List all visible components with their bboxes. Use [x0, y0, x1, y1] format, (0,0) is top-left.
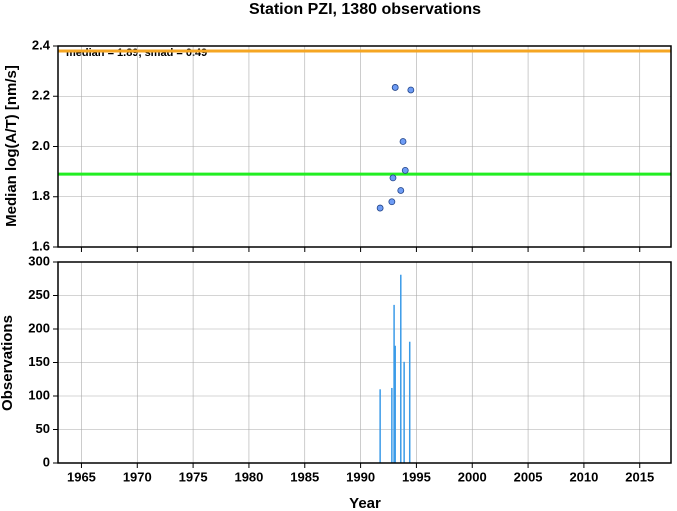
x-tick-label: 1965 [67, 469, 96, 484]
plot-frame [57, 261, 672, 464]
bar [393, 304, 395, 463]
point [407, 86, 415, 94]
y-axis-label: Median log(A/T) [nm/s] [3, 65, 20, 227]
x-tick-label: 1995 [402, 469, 431, 484]
x-tick-label: 1970 [123, 469, 152, 484]
y-tick-label: 300 [28, 253, 50, 268]
y-tick-label: 1.8 [32, 188, 50, 203]
x-axis-label: Year [349, 495, 381, 511]
point [389, 174, 397, 182]
y-axis-label: Observations [0, 315, 16, 411]
y-tick-label: 2.0 [32, 138, 50, 153]
plot-frame [57, 45, 672, 248]
y-tick-label: 2.4 [32, 37, 51, 52]
point [388, 198, 396, 206]
bar [403, 361, 405, 463]
point [376, 204, 384, 212]
y-tick-label: 150 [28, 354, 50, 369]
bar [400, 274, 402, 463]
x-tick-label: 1980 [234, 469, 263, 484]
x-tick-label: 2000 [458, 469, 487, 484]
x-tick-label: 2005 [514, 469, 543, 484]
annotation: median = 1.89, smad = 0.49 [66, 47, 207, 59]
y-tick-label: 250 [28, 287, 50, 302]
y-tick-label: 50 [36, 421, 50, 436]
point [399, 138, 407, 145]
bar [408, 341, 411, 463]
point [391, 84, 399, 91]
x-tick-label: 1985 [290, 469, 319, 484]
point [397, 187, 405, 194]
y-tick-label: 2.2 [32, 88, 50, 103]
x-tick-label: 2010 [569, 469, 598, 484]
y-tick-label: 200 [28, 320, 50, 335]
x-tick-label: 2015 [625, 469, 654, 484]
bar [379, 389, 381, 463]
bar [391, 387, 393, 463]
chart-title: Station PZI, 1380 observations [249, 1, 481, 18]
y-tick-label: 100 [28, 387, 50, 402]
point [401, 166, 409, 174]
bar [394, 345, 396, 463]
y-tick-label: 0 [43, 454, 50, 469]
x-tick-label: 1975 [179, 469, 208, 484]
y-tick-label: 1.6 [32, 238, 50, 253]
x-tick-label: 1990 [346, 469, 375, 484]
